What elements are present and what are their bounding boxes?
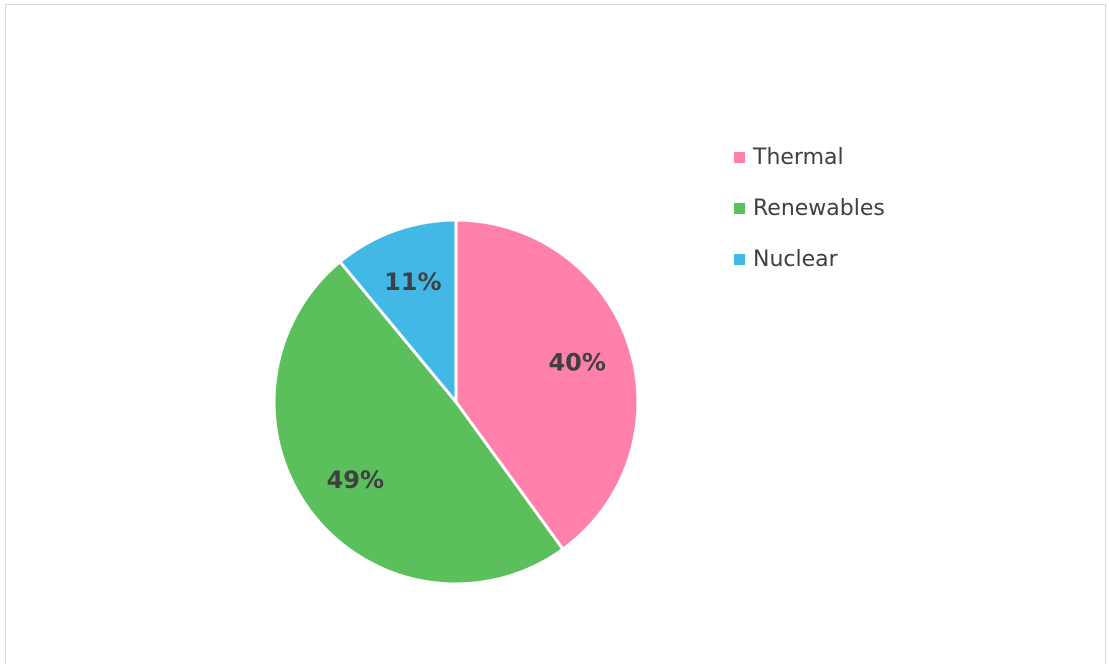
legend-label-renewables: Renewables	[753, 195, 885, 221]
pie-data-labels: 40% 49% 11%	[327, 268, 606, 494]
legend-item-thermal: Thermal	[734, 142, 885, 172]
data-label-thermal: 40%	[548, 349, 605, 377]
legend-item-nuclear: Nuclear	[734, 244, 885, 274]
legend-label-nuclear: Nuclear	[753, 246, 838, 272]
data-label-nuclear: 11%	[384, 268, 441, 296]
legend-label-thermal: Thermal	[753, 144, 844, 170]
pie-slice-nuclear	[338, 218, 458, 404]
legend-swatch-renewables	[734, 202, 745, 214]
pie-slice-thermal	[454, 218, 640, 551]
legend-swatch-nuclear	[734, 253, 745, 265]
legend-item-renewables: Renewables	[734, 193, 885, 223]
data-label-renewables: 49%	[327, 466, 384, 494]
chart-legend: Thermal Renewables Nuclear	[734, 142, 885, 295]
pie-slices	[272, 218, 640, 586]
pie-slice-renewables	[272, 260, 565, 586]
legend-swatch-thermal	[734, 151, 745, 163]
